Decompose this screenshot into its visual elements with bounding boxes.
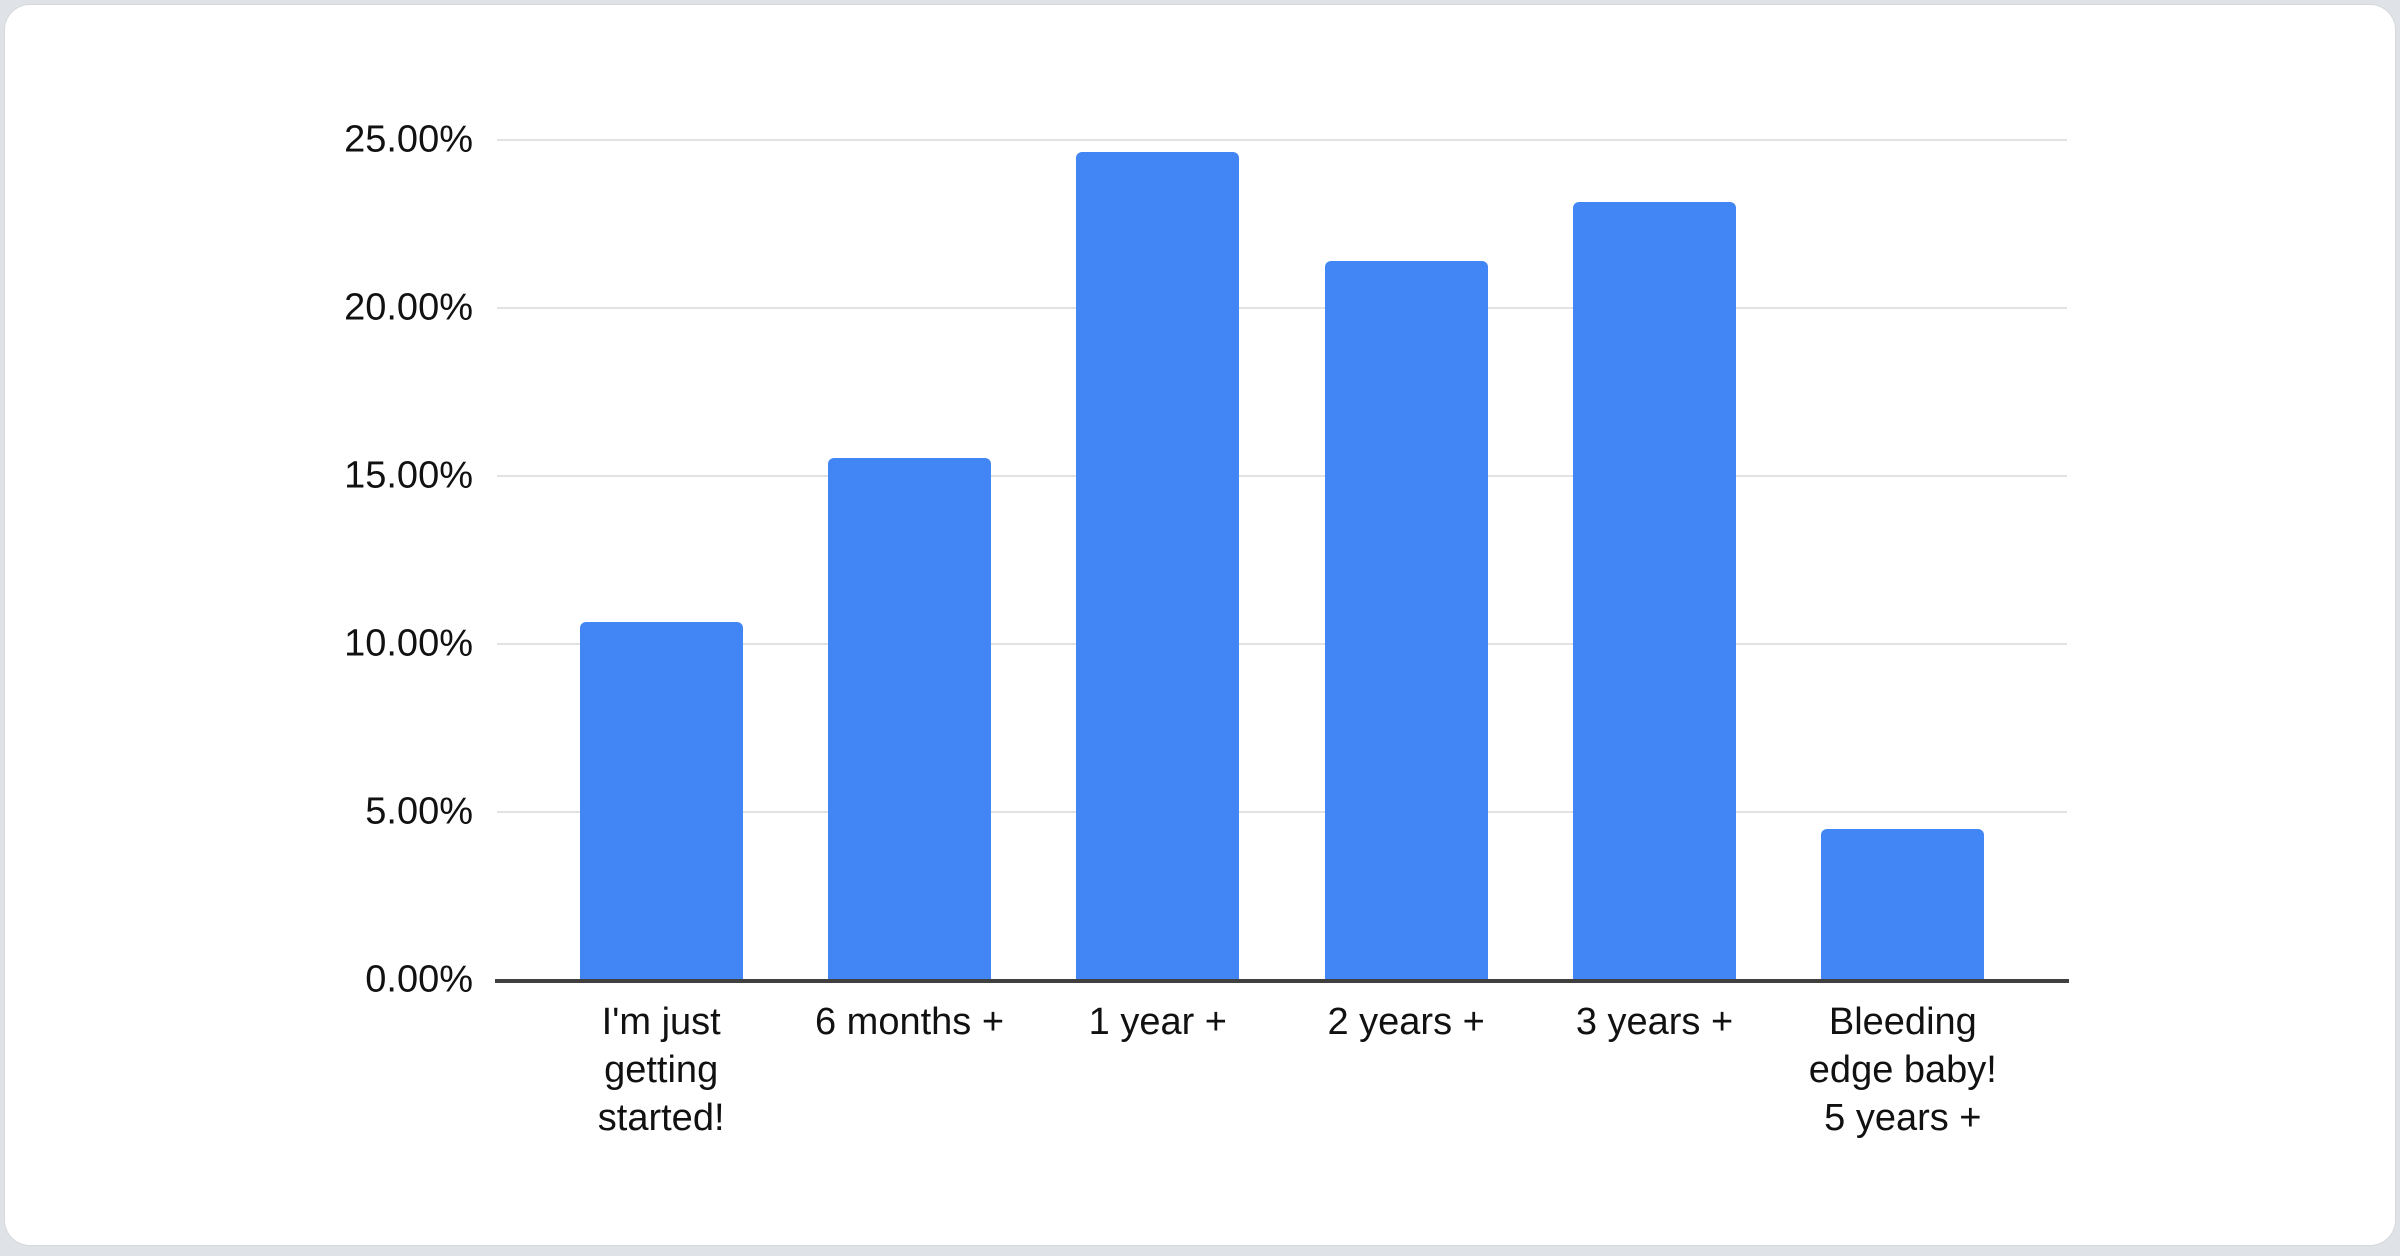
x-axis-category-label: I'm just getting started! bbox=[597, 1001, 725, 1139]
x-axis-category-label: Bleeding edge baby! 5 years + bbox=[1808, 1001, 1997, 1139]
bar-6[interactable] bbox=[1821, 828, 1985, 980]
y-axis-tick-label: 15.00% bbox=[344, 454, 473, 497]
bar-4[interactable] bbox=[1324, 260, 1488, 980]
y-axis-tick-label: 10.00% bbox=[344, 622, 473, 665]
bar-5[interactable] bbox=[1573, 202, 1736, 980]
y-axis-tick-label: 20.00% bbox=[344, 286, 473, 329]
gridline bbox=[497, 811, 2067, 813]
gridline bbox=[497, 643, 2067, 645]
y-axis-tick-label: 25.00% bbox=[344, 118, 473, 161]
gridline bbox=[497, 139, 2067, 141]
gridline bbox=[497, 475, 2067, 477]
x-axis-category-label: 1 year + bbox=[1088, 1001, 1228, 1043]
gridline bbox=[497, 307, 2067, 309]
x-axis-category-label: 2 years + bbox=[1327, 1001, 1485, 1043]
x-axis-line bbox=[495, 979, 2069, 983]
x-axis-category-label: 6 months + bbox=[814, 1001, 1005, 1043]
y-axis-tick-label: 0.00% bbox=[365, 958, 473, 1001]
x-axis-category-label: 3 years + bbox=[1575, 1001, 1734, 1043]
bar-2[interactable] bbox=[828, 457, 991, 980]
bar-chart-plot-area bbox=[495, 139, 2069, 983]
y-axis-tick-label: 5.00% bbox=[365, 790, 473, 833]
bar-1[interactable] bbox=[579, 622, 743, 980]
bar-3[interactable] bbox=[1076, 151, 1240, 980]
